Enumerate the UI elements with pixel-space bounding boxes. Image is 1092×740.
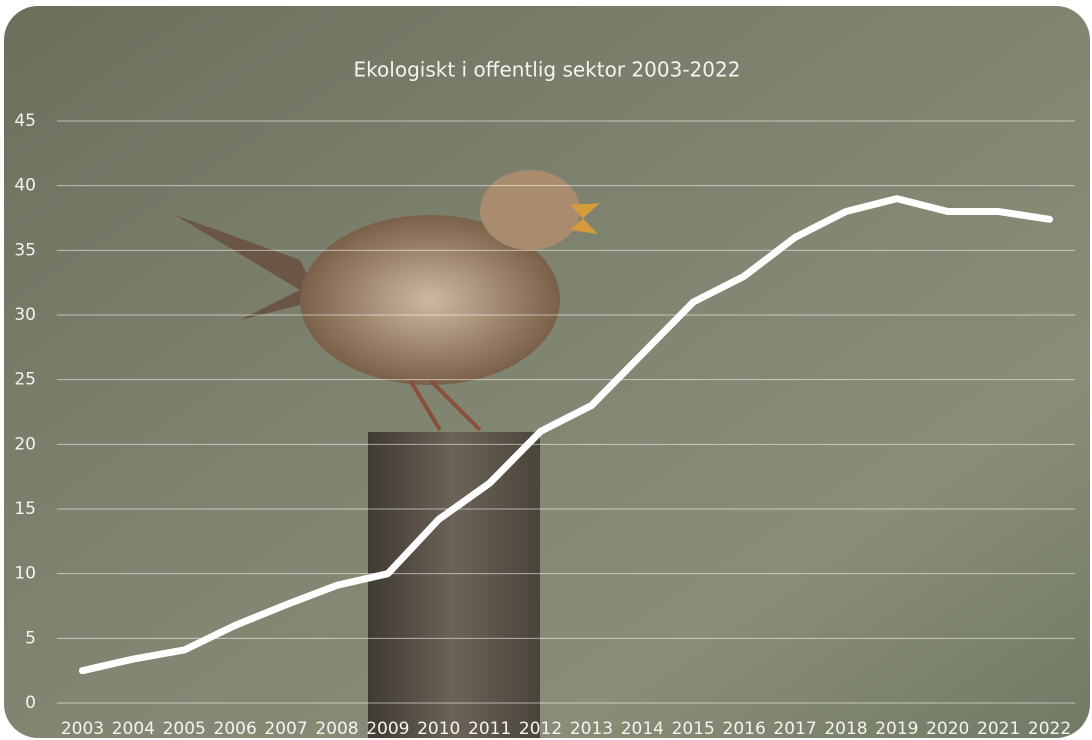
- y-tick-label: 15: [14, 499, 36, 519]
- x-tick-label: 2016: [723, 719, 766, 739]
- x-tick-label: 2004: [112, 719, 155, 739]
- x-tick-label: 2021: [977, 719, 1020, 739]
- x-tick-label: 2011: [468, 719, 511, 739]
- x-tick-label: 2018: [824, 719, 867, 739]
- x-tick-label: 2009: [366, 719, 409, 739]
- y-tick-label: 20: [14, 434, 36, 454]
- x-tick-label: 2022: [1028, 719, 1071, 739]
- x-tick-label: 2010: [417, 719, 460, 739]
- x-tick-label: 2017: [773, 719, 816, 739]
- y-tick-label: 10: [14, 564, 36, 584]
- x-tick-label: 2019: [875, 719, 918, 739]
- x-tick-label: 2020: [926, 719, 969, 739]
- post-decoration: [368, 432, 540, 738]
- y-tick-label: 25: [14, 370, 36, 390]
- x-tick-label: 2013: [570, 719, 613, 739]
- x-tick-label: 2006: [214, 719, 257, 739]
- x-tick-label: 2007: [264, 719, 307, 739]
- x-tick-label: 2015: [672, 719, 715, 739]
- y-tick-label: 0: [25, 693, 36, 713]
- x-tick-label: 2008: [315, 719, 358, 739]
- y-tick-label: 45: [14, 111, 36, 131]
- y-tick-label: 40: [14, 176, 36, 196]
- chart-title: Ekologiskt i offentlig sektor 2003-2022: [354, 58, 741, 82]
- x-tick-label: 2012: [519, 719, 562, 739]
- background: [4, 6, 1090, 738]
- y-tick-label: 5: [25, 628, 36, 648]
- x-tick-label: 2005: [163, 719, 206, 739]
- x-tick-label: 2014: [621, 719, 664, 739]
- y-tick-label: 30: [14, 305, 36, 325]
- y-tick-label: 35: [14, 240, 36, 260]
- x-tick-label: 2003: [61, 719, 104, 739]
- bird-decoration: [175, 170, 600, 432]
- data-line: [78, 195, 1054, 675]
